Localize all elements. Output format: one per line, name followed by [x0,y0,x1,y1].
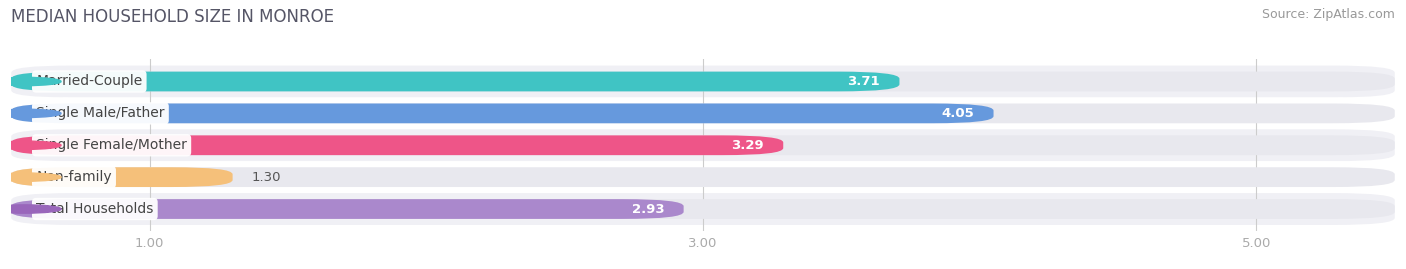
FancyBboxPatch shape [11,129,1395,161]
FancyBboxPatch shape [11,72,1395,91]
Text: Non-family: Non-family [37,170,111,184]
Text: MEDIAN HOUSEHOLD SIZE IN MONROE: MEDIAN HOUSEHOLD SIZE IN MONROE [11,8,335,26]
FancyBboxPatch shape [11,161,1395,193]
Text: 2.93: 2.93 [631,203,664,215]
Circle shape [0,205,60,213]
Text: 1.30: 1.30 [252,171,281,184]
Circle shape [0,173,60,181]
FancyBboxPatch shape [11,167,1395,187]
Circle shape [0,109,60,118]
Text: Single Female/Mother: Single Female/Mother [37,138,187,152]
Text: 4.05: 4.05 [942,107,974,120]
Text: Married-Couple: Married-Couple [37,75,142,89]
FancyBboxPatch shape [11,66,1395,97]
Text: Source: ZipAtlas.com: Source: ZipAtlas.com [1261,8,1395,21]
FancyBboxPatch shape [11,97,1395,129]
Text: Total Households: Total Households [37,202,153,216]
FancyBboxPatch shape [11,167,232,187]
FancyBboxPatch shape [11,193,1395,225]
FancyBboxPatch shape [11,199,1395,219]
FancyBboxPatch shape [11,135,783,155]
FancyBboxPatch shape [11,104,1395,123]
FancyBboxPatch shape [11,72,900,91]
Circle shape [0,77,60,86]
FancyBboxPatch shape [11,199,683,219]
Text: Single Male/Father: Single Male/Father [37,106,165,121]
Text: 3.71: 3.71 [848,75,880,88]
FancyBboxPatch shape [11,135,1395,155]
FancyBboxPatch shape [11,104,994,123]
Circle shape [0,141,60,149]
Text: 3.29: 3.29 [731,139,763,152]
